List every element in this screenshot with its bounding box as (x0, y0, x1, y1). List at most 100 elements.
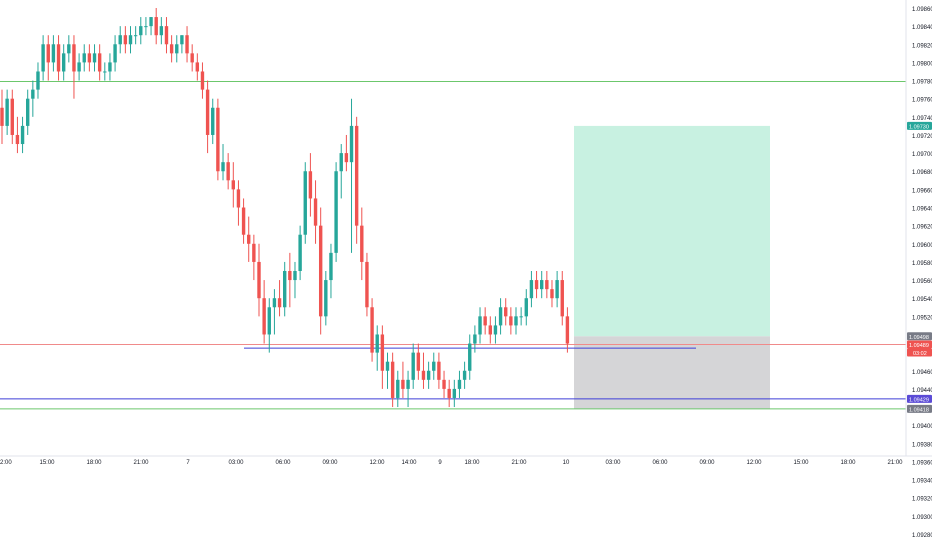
current-price-label: 1.09489 (907, 340, 932, 349)
candle (318, 207, 323, 335)
position-tool[interactable] (574, 125, 770, 409)
candle (190, 44, 194, 72)
candle-body (360, 225, 364, 262)
candle (545, 271, 549, 299)
candle-body (334, 171, 338, 253)
time-tick-label: 15:00 (793, 460, 809, 466)
candle-body (339, 153, 343, 172)
candle-body (190, 53, 194, 63)
entry-price-label: 1.09498 (907, 332, 932, 341)
candle-body (308, 171, 313, 199)
time-tick-label: 09:00 (322, 460, 338, 466)
candle-body (205, 89, 210, 135)
candle (139, 17, 143, 45)
candle-body (462, 370, 467, 380)
candle (61, 44, 66, 81)
candle (31, 80, 35, 117)
candle-body (113, 44, 117, 63)
price-tick-label: 1.09300 (912, 515, 932, 521)
candle-body (545, 280, 549, 290)
svg-text:1.09489: 1.09489 (909, 343, 929, 349)
price-tick-label: 1.09760 (912, 98, 932, 104)
candle-body (118, 35, 122, 45)
candle (231, 162, 235, 208)
profit-zone[interactable] (574, 125, 770, 337)
candle-body (329, 252, 333, 281)
candle-body (375, 334, 379, 353)
candle-body (354, 125, 359, 226)
candle (349, 98, 354, 253)
price-tick-label: 1.09740 (912, 116, 932, 122)
candle-body (51, 44, 56, 63)
candle-body (437, 361, 441, 380)
stop-price-label: 1.09418 (907, 404, 932, 413)
candle-body (565, 316, 570, 344)
time-tick-label: 12:00 (369, 460, 385, 466)
price-axis[interactable]: 1.09860 1.09840 1.09820 1.09800 1.09780 1.097… (905, 0, 932, 539)
candle-body (103, 71, 107, 73)
candle (92, 44, 97, 72)
candle (51, 35, 56, 72)
candle-body (262, 298, 266, 335)
candle-body (514, 316, 518, 326)
candle-body (519, 316, 523, 318)
candle-body (313, 198, 318, 226)
candle (360, 207, 364, 281)
candle-body (41, 44, 45, 72)
candle (118, 26, 122, 54)
candle-body (509, 316, 513, 326)
candle-body (169, 44, 174, 54)
candle (550, 280, 554, 308)
candle (365, 252, 369, 317)
time-tick-label: 18:00 (464, 460, 480, 466)
candle-body (298, 234, 302, 271)
candle (123, 26, 128, 54)
candle-body (401, 379, 405, 389)
candle (370, 298, 374, 362)
candle (329, 243, 333, 299)
candle-body (406, 379, 410, 389)
candle-body (36, 71, 40, 90)
candle (354, 116, 359, 244)
candle (257, 243, 261, 317)
candle-body (72, 44, 76, 72)
candle (241, 198, 246, 244)
candle-body (344, 153, 349, 163)
candle-body (97, 53, 102, 72)
candle (56, 35, 61, 81)
price-tick-label: 1.09580 (912, 261, 932, 267)
loss-zone[interactable] (574, 336, 770, 409)
candle-body (318, 225, 323, 317)
price-tick-label: 1.09640 (912, 207, 932, 213)
candle-body (5, 98, 9, 126)
candle-body (159, 26, 164, 36)
candle (493, 316, 498, 344)
candle (504, 298, 508, 326)
target-price-label: 1.09730 (907, 121, 932, 130)
candle (10, 89, 14, 145)
horizontal-lines (0, 80, 906, 410)
candle (67, 35, 71, 63)
candle-body (432, 361, 436, 371)
price-tick-label: 1.09380 (912, 442, 932, 448)
time-axis[interactable]: 2:00 15:00 18:00 21:00 7 03:00 06:00 09:00 12:00… (0, 455, 932, 466)
candle-body (164, 26, 169, 45)
candle (36, 62, 40, 99)
candle (416, 343, 421, 380)
candle-body (303, 171, 307, 235)
candle-body (324, 280, 328, 317)
candle (97, 44, 102, 81)
svg-text:03:02: 03:02 (913, 351, 927, 357)
candle (426, 361, 431, 389)
candle (226, 153, 230, 190)
price-tick-label: 1.09840 (912, 25, 932, 31)
candle (478, 307, 482, 344)
candle (488, 316, 492, 344)
candle-body (272, 298, 277, 308)
candle (293, 261, 297, 299)
candle (385, 352, 390, 389)
candle (262, 280, 266, 344)
candle (221, 144, 225, 181)
